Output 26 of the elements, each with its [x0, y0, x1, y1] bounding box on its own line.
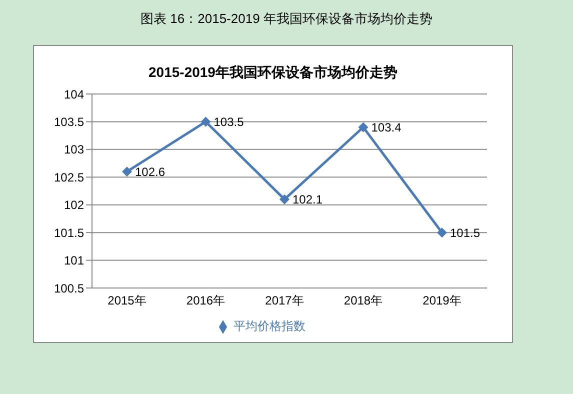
- point: [437, 228, 447, 238]
- data-label: 103.5: [214, 114, 244, 129]
- y-tick-label: 102.5: [54, 170, 84, 184]
- y-tick-label: 101: [64, 254, 84, 268]
- x-tick-label: 2019年: [422, 294, 462, 308]
- x-tick-label: 2017年: [265, 294, 304, 308]
- y-tick-label: 101.5: [54, 226, 84, 240]
- x-tick-label: 2018年: [344, 294, 383, 308]
- point: [122, 166, 132, 177]
- y-tick-label: 103.5: [54, 114, 84, 129]
- y-tick-label: 104: [64, 87, 84, 102]
- text: 图表 16：2015-2019 年我国环保设备市场均价走势: [140, 10, 434, 28]
- x-tick-label: 2015年: [108, 294, 146, 308]
- data-label: 103.4: [371, 120, 402, 135]
- data-label: 101.5: [450, 226, 480, 240]
- y-tick-label: 102: [64, 198, 84, 212]
- point: [200, 116, 211, 127]
- y-tick-label: 103: [64, 142, 84, 157]
- point: [358, 122, 368, 132]
- point: [280, 194, 290, 204]
- legend-label: 平均价格指数: [234, 319, 306, 333]
- data-label: 102.6: [135, 164, 166, 179]
- chart-title: 2015-2019年我国环保设备市场均价走势: [148, 64, 398, 82]
- data-label: 102.1: [292, 192, 323, 207]
- y-tick-label: 100.5: [54, 281, 84, 296]
- x-tick-label: 2016年: [186, 294, 226, 308]
